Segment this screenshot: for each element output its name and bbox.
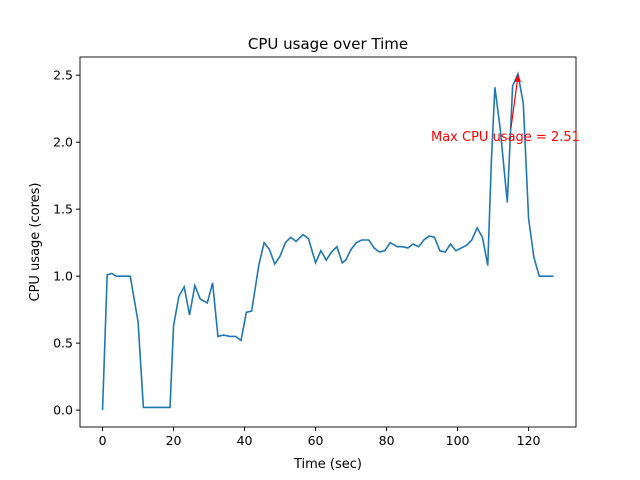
annotation-arrowhead xyxy=(514,73,521,82)
x-tick-label: 20 xyxy=(166,433,182,448)
x-tick-label: 80 xyxy=(379,433,395,448)
x-tick-label: 0 xyxy=(99,433,107,448)
x-tick-label: 60 xyxy=(308,433,324,448)
chart-title: CPU usage over Time xyxy=(248,35,408,53)
y-tick-label: 0.5 xyxy=(53,336,73,351)
y-tick-label: 0.0 xyxy=(53,403,73,418)
y-axis-label: CPU usage (cores) xyxy=(28,183,43,302)
annotation-arrow xyxy=(510,75,519,129)
x-tick-label: 100 xyxy=(446,433,470,448)
annotation-text: Max CPU usage = 2.51 xyxy=(431,130,580,145)
y-tick-label: 2.5 xyxy=(53,68,73,83)
data-line xyxy=(101,71,554,411)
y-tick-label: 1.5 xyxy=(53,202,73,217)
x-tick-label: 40 xyxy=(237,433,253,448)
y-tick-label: 1.0 xyxy=(53,269,73,284)
y-tick-label: 2.0 xyxy=(53,135,73,150)
x-axis-label: Time (sec) xyxy=(293,457,362,472)
plot-frame xyxy=(79,56,577,428)
x-tick-label: 120 xyxy=(517,433,541,448)
